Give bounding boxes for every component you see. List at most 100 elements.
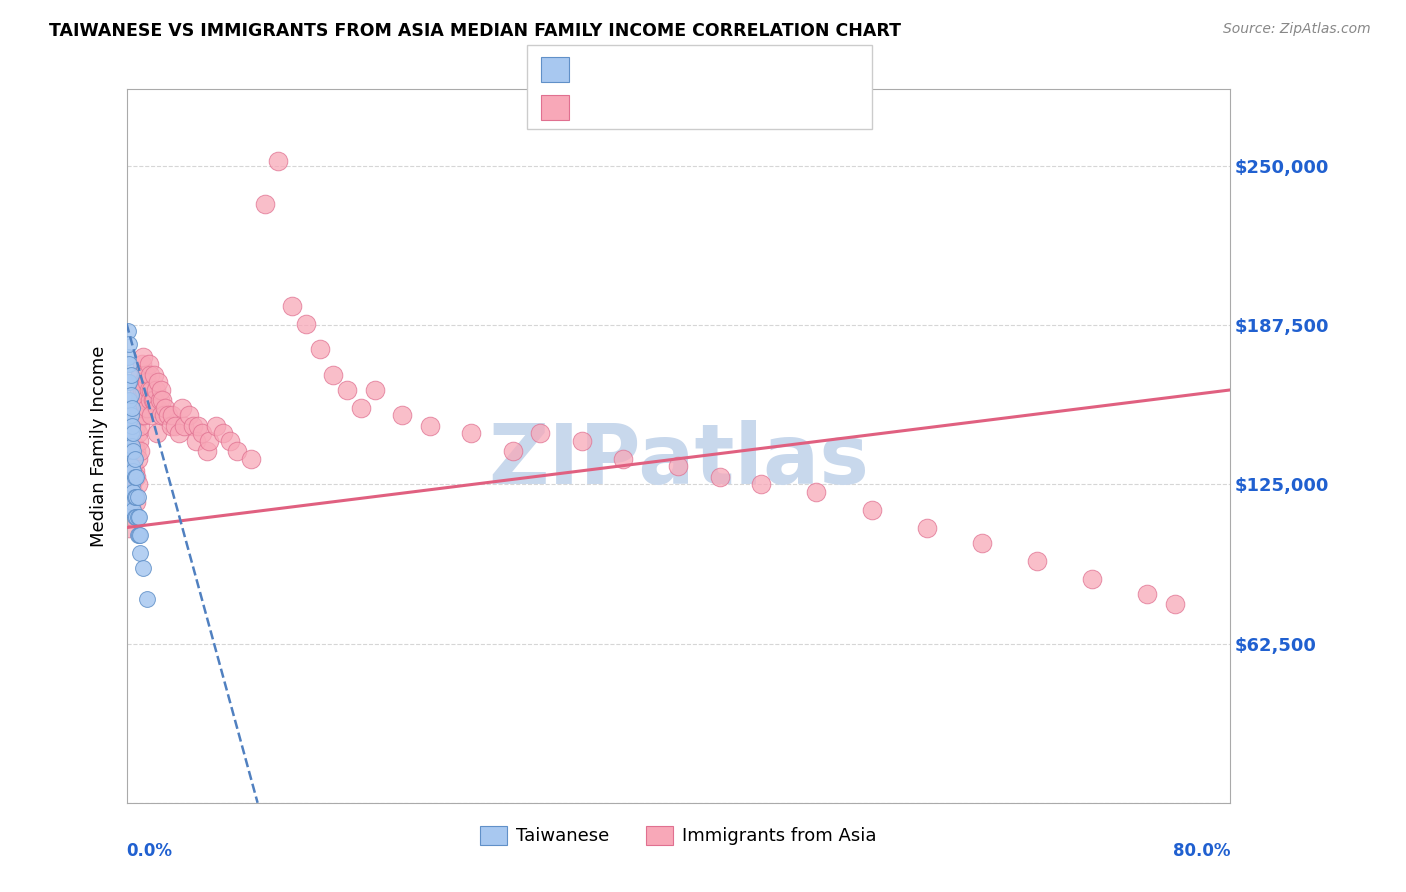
Point — [124, 439, 146, 453]
Point — [118, 413, 141, 427]
Point — [806, 484, 828, 499]
Point — [134, 409, 156, 423]
Point — [571, 434, 593, 448]
Point — [121, 502, 143, 516]
Point — [749, 477, 772, 491]
Point — [132, 350, 155, 364]
Point — [122, 484, 145, 499]
Text: 44: 44 — [761, 61, 785, 78]
Point — [120, 368, 142, 382]
Point — [127, 510, 149, 524]
Point — [134, 383, 156, 397]
Point — [502, 444, 524, 458]
Point — [124, 451, 146, 466]
Y-axis label: Median Family Income: Median Family Income — [90, 345, 108, 547]
Point — [128, 434, 150, 448]
Point — [124, 469, 146, 483]
Point — [152, 409, 174, 423]
Point — [141, 409, 163, 423]
Point — [239, 451, 262, 466]
Point — [1081, 572, 1104, 586]
Point — [127, 490, 149, 504]
Point — [173, 418, 195, 433]
Point — [709, 469, 731, 483]
Point — [198, 434, 221, 448]
Point — [129, 418, 152, 433]
Point — [419, 418, 441, 433]
Text: ZIPatlas: ZIPatlas — [488, 420, 869, 500]
Point — [181, 418, 204, 433]
Point — [529, 426, 551, 441]
Point — [295, 317, 318, 331]
Point — [121, 477, 143, 491]
Point — [124, 490, 146, 504]
Point — [336, 383, 359, 397]
Point — [136, 401, 159, 415]
Point — [1136, 587, 1159, 601]
Point — [120, 409, 142, 423]
Point — [129, 546, 152, 560]
Point — [131, 409, 153, 423]
Point — [129, 368, 152, 382]
Point — [150, 383, 173, 397]
Point — [225, 444, 249, 458]
Point — [127, 451, 149, 466]
Point — [127, 528, 149, 542]
Point — [120, 495, 142, 509]
Point — [128, 528, 150, 542]
Point — [267, 153, 290, 168]
Point — [122, 465, 145, 479]
Point — [121, 477, 143, 491]
Point — [219, 434, 242, 448]
Point — [915, 520, 938, 534]
Point — [120, 465, 142, 479]
Point — [195, 444, 218, 458]
Point — [122, 502, 145, 516]
Point — [350, 401, 373, 415]
Point — [124, 465, 146, 479]
Point — [122, 484, 145, 499]
Point — [156, 409, 179, 423]
Point — [131, 358, 153, 372]
Point — [177, 409, 200, 423]
Point — [139, 368, 162, 382]
Point — [170, 401, 193, 415]
Point — [122, 510, 145, 524]
Point — [191, 426, 214, 441]
Point — [205, 418, 228, 433]
Point — [139, 393, 162, 408]
Point — [125, 418, 148, 433]
Text: R =: R = — [581, 99, 617, 117]
Point — [212, 426, 235, 441]
Point — [132, 561, 155, 575]
Text: 0.238: 0.238 — [623, 99, 675, 117]
Point — [125, 510, 148, 524]
Point — [146, 426, 169, 441]
Point — [148, 376, 170, 390]
Point — [122, 444, 145, 458]
Text: 0.0%: 0.0% — [127, 842, 173, 860]
Point — [122, 426, 145, 441]
Point — [308, 342, 330, 356]
Point — [125, 495, 148, 509]
Point — [184, 434, 207, 448]
Text: -0.213: -0.213 — [623, 61, 682, 78]
Point — [136, 376, 159, 390]
Text: N =: N = — [714, 61, 751, 78]
Point — [322, 368, 344, 382]
Point — [128, 510, 150, 524]
Text: 102: 102 — [761, 99, 796, 117]
Point — [118, 520, 141, 534]
Point — [136, 591, 159, 606]
Point — [129, 444, 152, 458]
Point — [150, 409, 173, 423]
Text: R =: R = — [581, 61, 617, 78]
Point — [145, 383, 167, 397]
Point — [149, 393, 172, 408]
Point — [118, 431, 141, 445]
Point — [281, 299, 304, 313]
Point — [163, 418, 186, 433]
Point — [666, 459, 689, 474]
Text: Source: ZipAtlas.com: Source: ZipAtlas.com — [1223, 22, 1371, 37]
Point — [121, 459, 143, 474]
